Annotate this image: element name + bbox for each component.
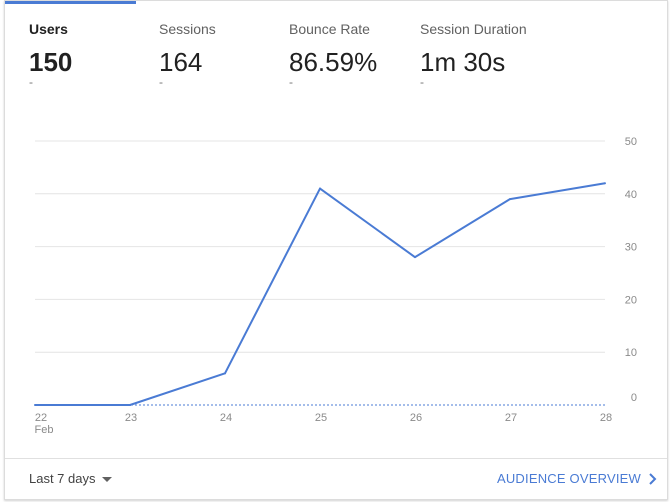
x-tick-label: 28 [600,412,612,424]
y-tick-label: 0 [631,392,637,404]
metric-delta: - [420,75,424,89]
chevron-right-icon[interactable] [647,471,659,487]
metric-tab-sessions[interactable]: Sessions 164 - [159,21,216,88]
caret-down-icon [101,477,112,483]
data-point [224,372,226,375]
metric-delta: - [29,75,33,89]
metric-tab-users[interactable]: Users 150 - [29,21,72,88]
metric-value: 164 [159,47,203,77]
x-tick-label: 25 [315,412,327,424]
y-tick-label: 40 [625,189,637,201]
x-tick-label: 27 [505,412,517,424]
x-tick-label: 24 [220,412,232,424]
y-tick-label: 20 [625,294,637,306]
users-overview-card: Users 150 - Sessions 164 - Bounce Rate 8… [4,0,668,500]
metric-delta: - [289,75,293,89]
metric-label: Sessions [159,21,216,37]
y-tick-label: 10 [625,347,637,359]
metric-value: 86.59% [289,47,378,77]
x-tick-label: 23 [125,412,137,424]
data-point [604,182,606,185]
series-line [35,182,606,406]
y-tick-label: 50 [625,136,637,148]
x-tick-label: 26 [410,412,422,424]
users-line-chart: 0 10 20 30 40 50 22 23 24 25 26 27 28 Feb [34,136,637,436]
metric-label: Users [29,21,68,37]
metric-label: Bounce Rate [289,21,370,37]
audience-overview-link[interactable]: AUDIENCE OVERVIEW [496,471,641,486]
data-point [414,256,416,259]
active-metric-indicator [5,1,136,4]
metric-tab-bounce-rate[interactable]: Bounce Rate 86.59% - [289,21,377,88]
date-range-label: Last 7 days [29,471,96,486]
data-point [34,404,36,406]
metric-tab-session-duration[interactable]: Session Duration 1m 30s - [420,21,527,88]
x-tick-sublabel: Feb [35,424,54,436]
metric-delta: - [159,75,163,89]
data-point [129,404,131,406]
data-point [319,187,321,190]
y-tick-label: 30 [625,242,637,254]
metric-value: 1m 30s [420,47,506,77]
metric-label: Session Duration [420,21,527,37]
metric-value: 150 [29,47,73,77]
date-range-dropdown[interactable]: Last 7 days [29,471,112,486]
data-point [509,198,511,201]
card-footer: Last 7 days AUDIENCE OVERVIEW [5,458,667,499]
x-tick-label: 22 [35,412,47,424]
